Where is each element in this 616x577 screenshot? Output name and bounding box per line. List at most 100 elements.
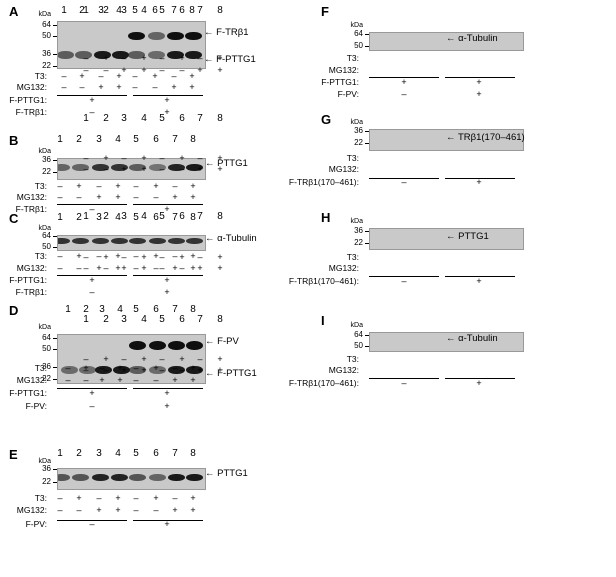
lane-number: 3 bbox=[98, 5, 104, 16]
lane-number: 3 bbox=[99, 304, 105, 315]
band bbox=[79, 366, 96, 374]
treatment-label-mg132: MG132: bbox=[16, 82, 47, 92]
mg132-sign: + bbox=[197, 65, 203, 75]
treatment-label-t3: T3: bbox=[34, 71, 47, 81]
t3-sign: – bbox=[197, 53, 203, 63]
blot-panel-g: G 1 2 3 4 5 6 7 8 kDa 36 22 ← TRβ1(170–461) T3: – + – + – +… bbox=[83, 112, 616, 242]
mg132-sign: + bbox=[171, 82, 177, 92]
mg132-sign: + bbox=[172, 263, 178, 273]
group1-sign: – bbox=[401, 276, 407, 286]
t3-sign: + bbox=[116, 71, 122, 81]
construct-label: F-TRβ1(170–461): bbox=[288, 378, 359, 388]
lane-number: 4 bbox=[141, 5, 147, 16]
blot-panel-d: D 1 2 3 4 5 6 7 8 kDa 64 50 36 22 ← F-PV ← F-PTTG1 T3: – +… bbox=[0, 303, 286, 433]
lane-number: 1 bbox=[57, 448, 63, 459]
lane-number: 2 bbox=[103, 211, 109, 222]
mg132-sign: + bbox=[121, 65, 127, 75]
group-divider bbox=[133, 204, 203, 205]
band-name: PTTG1 bbox=[217, 158, 248, 169]
mg132-sign: – bbox=[79, 82, 85, 92]
panel-label: B bbox=[9, 133, 19, 148]
treatment-label-t3: T3: bbox=[346, 252, 359, 262]
mg132-sign: – bbox=[133, 192, 139, 202]
construct-label: F-TRβ1: bbox=[15, 107, 47, 117]
lane-number: 1 bbox=[57, 134, 63, 145]
band bbox=[72, 473, 89, 481]
lane-number: 7 bbox=[197, 314, 203, 325]
marker-label: 50 bbox=[42, 344, 51, 353]
lane-number: 1 bbox=[61, 5, 67, 16]
band bbox=[149, 163, 166, 171]
band bbox=[92, 163, 109, 171]
treatment-label-mg132: MG132: bbox=[16, 192, 47, 202]
band bbox=[185, 32, 202, 40]
mg132-sign: – bbox=[153, 263, 159, 273]
marker-tick bbox=[53, 247, 57, 248]
group-divider bbox=[369, 178, 439, 179]
band-label: ← α-Tubulin bbox=[205, 233, 257, 244]
t3-sign: + bbox=[141, 354, 147, 364]
treatment-label-mg132: MG132: bbox=[16, 505, 47, 515]
construct-label: F-TRβ1(170–461): bbox=[288, 276, 359, 286]
t3-sign: + bbox=[189, 71, 195, 81]
lane-number: 3 bbox=[96, 448, 102, 459]
blot-panel-f: F 1 2 3 4 5 6 7 8 kDa 64 50 ← α-Tubulin T3: – + – + – + – + MG… bbox=[83, 4, 616, 134]
marker-label: 22 bbox=[42, 167, 51, 176]
panel-label: H bbox=[321, 210, 331, 225]
t3-sign: + bbox=[179, 252, 185, 262]
lane-number: 7 bbox=[172, 134, 178, 145]
t3-sign: – bbox=[121, 153, 127, 163]
lane-number: 2 bbox=[83, 304, 89, 315]
t3-sign: – bbox=[197, 153, 203, 163]
marker-tick bbox=[53, 379, 57, 380]
blot-image bbox=[57, 235, 206, 251]
band bbox=[168, 340, 185, 350]
group1-sign: + bbox=[89, 95, 95, 105]
t3-sign: – bbox=[172, 363, 178, 373]
t3-sign: + bbox=[190, 251, 196, 261]
marker-tick bbox=[365, 335, 369, 336]
panel-label: A bbox=[9, 4, 19, 19]
band bbox=[113, 366, 130, 374]
mg132-sign: + bbox=[197, 164, 203, 174]
marker-tick bbox=[365, 346, 369, 347]
construct-label: F-PTTG1: bbox=[321, 77, 359, 87]
band-label: ← F-PV bbox=[205, 336, 239, 347]
marker-label: 50 bbox=[42, 31, 51, 40]
marker-tick bbox=[53, 36, 57, 37]
marker-tick bbox=[53, 160, 57, 161]
band bbox=[149, 366, 166, 374]
lane-number: 6 bbox=[153, 304, 159, 315]
kda-label: kDa bbox=[38, 458, 51, 465]
band bbox=[94, 51, 111, 59]
band bbox=[149, 340, 166, 350]
group1-sign: + bbox=[89, 388, 95, 398]
group-divider bbox=[133, 520, 203, 521]
t3-sign: – bbox=[121, 252, 127, 262]
construct-label: F-TRβ1: bbox=[15, 287, 47, 297]
lane-number: 6 bbox=[152, 5, 158, 16]
band-label: ← PTTG1 bbox=[446, 231, 489, 242]
lane-number: 5 bbox=[159, 113, 165, 124]
marker-tick bbox=[365, 143, 369, 144]
arrow-icon: ← bbox=[205, 336, 218, 347]
t3-sign: + bbox=[76, 251, 82, 261]
band-name: F-PTTG1 bbox=[216, 54, 256, 65]
mg132-sign: – bbox=[83, 65, 89, 75]
band bbox=[111, 473, 128, 481]
band bbox=[186, 238, 203, 244]
treatment-label-t3: T3: bbox=[34, 181, 47, 191]
t3-sign: – bbox=[98, 71, 104, 81]
t3-sign: + bbox=[153, 251, 159, 261]
t3-sign: + bbox=[103, 53, 109, 63]
group2-sign: + bbox=[164, 204, 170, 214]
mg132-sign: – bbox=[179, 65, 185, 75]
lane-number: 5 bbox=[159, 211, 165, 222]
lane-number: 6 bbox=[153, 448, 159, 459]
band bbox=[112, 51, 129, 59]
group-divider bbox=[133, 388, 203, 389]
t3-sign: + bbox=[76, 181, 82, 191]
mg132-sign: – bbox=[133, 263, 139, 273]
band-label: ← α-Tubulin bbox=[446, 333, 498, 344]
band bbox=[129, 163, 146, 171]
